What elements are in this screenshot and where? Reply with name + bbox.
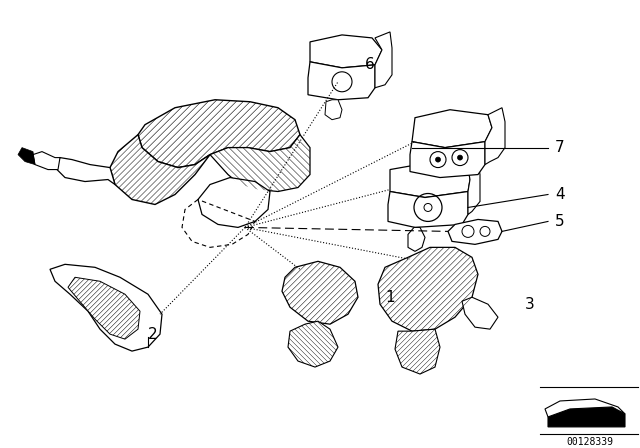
Polygon shape (110, 135, 210, 204)
Text: 1: 1 (385, 290, 395, 305)
Polygon shape (198, 177, 270, 228)
Polygon shape (412, 110, 492, 148)
Polygon shape (110, 135, 210, 204)
Polygon shape (282, 261, 358, 324)
Polygon shape (68, 277, 140, 339)
Polygon shape (288, 321, 338, 367)
Polygon shape (410, 142, 485, 177)
Polygon shape (378, 247, 478, 331)
Polygon shape (545, 399, 625, 417)
Polygon shape (55, 158, 115, 185)
Polygon shape (375, 32, 392, 88)
Polygon shape (308, 62, 375, 100)
Text: 3: 3 (525, 297, 535, 312)
Text: 2: 2 (148, 327, 157, 342)
Polygon shape (395, 329, 440, 374)
Text: 4: 4 (555, 187, 565, 202)
Polygon shape (548, 407, 625, 427)
Polygon shape (210, 135, 310, 191)
Polygon shape (138, 100, 300, 168)
Polygon shape (68, 277, 140, 339)
Polygon shape (325, 100, 342, 120)
Circle shape (458, 155, 463, 160)
Text: 5: 5 (555, 214, 565, 229)
Polygon shape (388, 191, 468, 228)
Polygon shape (390, 162, 470, 198)
Polygon shape (395, 329, 440, 374)
Polygon shape (378, 247, 478, 331)
Text: 00128339: 00128339 (566, 437, 614, 447)
Polygon shape (310, 35, 382, 68)
Polygon shape (18, 148, 35, 164)
Polygon shape (448, 220, 502, 244)
Polygon shape (33, 151, 60, 169)
Polygon shape (210, 135, 310, 191)
Polygon shape (288, 321, 338, 367)
Polygon shape (282, 261, 358, 324)
Polygon shape (462, 297, 498, 329)
Polygon shape (138, 100, 300, 168)
Polygon shape (408, 228, 425, 251)
Polygon shape (468, 162, 480, 215)
Polygon shape (485, 108, 505, 164)
Circle shape (435, 157, 440, 162)
Polygon shape (50, 264, 162, 351)
Text: 6: 6 (365, 57, 375, 72)
Text: 7: 7 (555, 140, 565, 155)
